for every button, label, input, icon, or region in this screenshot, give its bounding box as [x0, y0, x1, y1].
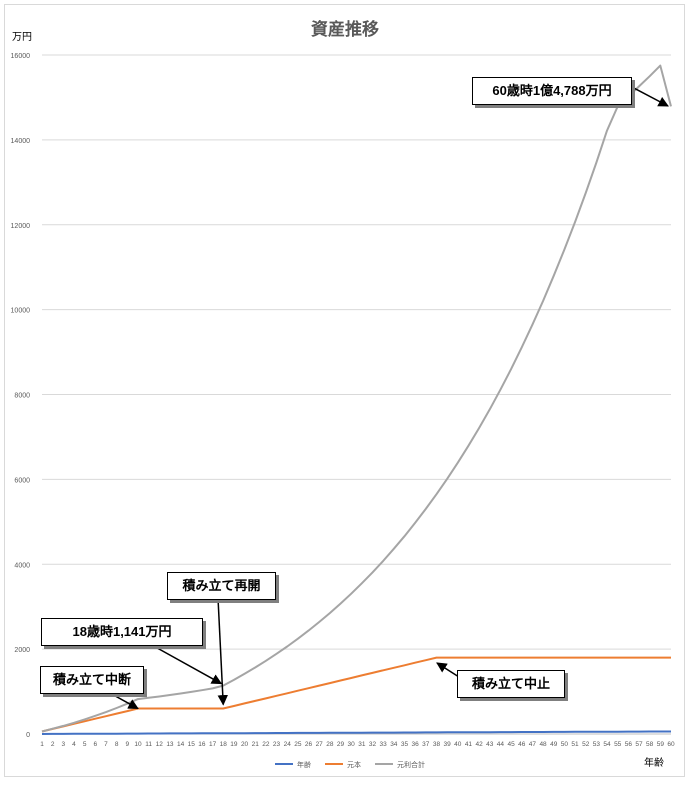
- x-tick-label: 2: [51, 741, 55, 748]
- x-tick-label: 19: [230, 741, 238, 748]
- annotation-age60-value: 60歳時1億4,788万円: [472, 77, 632, 105]
- chart-frame: [4, 4, 685, 777]
- x-tick-label: 45: [507, 741, 515, 748]
- x-tick-label: 11: [145, 741, 152, 748]
- x-tick-label: 33: [380, 741, 388, 748]
- x-tick-label: 46: [518, 741, 526, 748]
- x-tick-label: 43: [486, 741, 494, 748]
- annotation-arrow: [149, 643, 223, 685]
- x-tick-label: 40: [454, 741, 462, 748]
- series-line-3: [41, 64, 672, 733]
- x-tick-label: 54: [603, 741, 611, 748]
- chart-title: 資産推移: [311, 19, 379, 39]
- annotation-stop: 積み立て中止: [457, 670, 565, 698]
- x-tick-label: 48: [539, 741, 547, 748]
- x-tick-label: 10: [134, 741, 142, 748]
- x-tick-label: 17: [209, 741, 217, 748]
- x-tick-label: 20: [241, 741, 249, 748]
- x-tick-label: 32: [369, 741, 377, 748]
- x-tick-label: 31: [358, 741, 366, 748]
- x-tick-label: 6: [93, 741, 97, 748]
- y-tick-label: 6000: [14, 477, 30, 484]
- annotation-stop-temporarily: 積み立て中断: [40, 666, 144, 694]
- x-tick-label: 59: [657, 741, 665, 748]
- x-tick-label: 22: [262, 741, 270, 748]
- x-tick-label: 12: [156, 741, 164, 748]
- legend-label: 元本: [347, 760, 361, 769]
- x-tick-label: 52: [582, 741, 590, 748]
- x-tick-label: 37: [422, 741, 430, 748]
- x-tick-label: 14: [177, 741, 185, 748]
- legend-label: 元利合計: [397, 760, 425, 769]
- x-tick-label: 55: [614, 741, 622, 748]
- x-tick-label: 30: [348, 741, 356, 748]
- x-tick-label: 15: [188, 741, 196, 748]
- y-tick-label: 2000: [14, 647, 30, 654]
- legend-label: 年齢: [297, 760, 311, 769]
- x-tick-label: 23: [273, 741, 281, 748]
- x-tick-label: 4: [72, 741, 76, 748]
- x-tick-label: 5: [83, 741, 87, 748]
- y-tick-label: 16000: [11, 53, 31, 60]
- x-tick-label: 26: [305, 741, 313, 748]
- annotation-arrow: [217, 597, 229, 706]
- y-tick-label: 12000: [11, 223, 31, 230]
- x-tick-label: 57: [635, 741, 643, 748]
- x-axis-label: 年齢: [644, 756, 664, 769]
- x-tick-label: 21: [252, 741, 260, 748]
- x-tick-label: 51: [571, 741, 579, 748]
- x-tick-label: 47: [529, 741, 537, 748]
- x-tick-label: 36: [412, 741, 420, 748]
- x-tick-label: 9: [125, 741, 129, 748]
- x-tick-label: 29: [337, 741, 345, 748]
- x-tick-label: 49: [550, 741, 558, 748]
- x-tick-label: 25: [294, 741, 302, 748]
- x-tick-label: 41: [465, 741, 473, 748]
- x-tick-label: 28: [326, 741, 334, 748]
- x-tick-label: 34: [390, 741, 398, 748]
- x-tick-label: 60: [667, 741, 675, 748]
- annotation-resume: 積み立て再開: [167, 572, 276, 600]
- x-tick-label: 18: [220, 741, 228, 748]
- x-tick-label: 56: [625, 741, 633, 748]
- y-tick-label: 10000: [11, 308, 31, 315]
- y-tick-label: 4000: [14, 562, 30, 569]
- y-tick-label: 0: [26, 732, 30, 739]
- annotation-arrow: [629, 85, 669, 107]
- x-tick-label: 39: [444, 741, 452, 748]
- x-tick-label: 3: [62, 741, 66, 748]
- x-tick-label: 58: [646, 741, 654, 748]
- x-tick-label: 53: [593, 741, 601, 748]
- x-tick-label: 7: [104, 741, 108, 748]
- series-line-1: [41, 730, 671, 735]
- series-line-2: [41, 656, 671, 733]
- x-tick-label: 50: [561, 741, 569, 748]
- y-axis-unit-label: 万円: [12, 32, 32, 43]
- x-tick-label: 24: [284, 741, 292, 748]
- x-tick-label: 42: [475, 741, 483, 748]
- x-tick-label: 38: [433, 741, 441, 748]
- x-tick-label: 44: [497, 741, 505, 748]
- x-tick-label: 35: [401, 741, 409, 748]
- x-tick-label: 8: [115, 741, 119, 748]
- x-tick-label: 16: [198, 741, 206, 748]
- y-tick-label: 14000: [11, 138, 31, 145]
- x-tick-label: 27: [316, 741, 324, 748]
- annotation-age18-value: 18歳時1,141万円: [41, 618, 203, 646]
- annotation-arrow: [107, 691, 139, 710]
- x-tick-label: 1: [40, 741, 44, 748]
- y-tick-label: 8000: [14, 393, 30, 400]
- x-tick-label: 13: [166, 741, 174, 748]
